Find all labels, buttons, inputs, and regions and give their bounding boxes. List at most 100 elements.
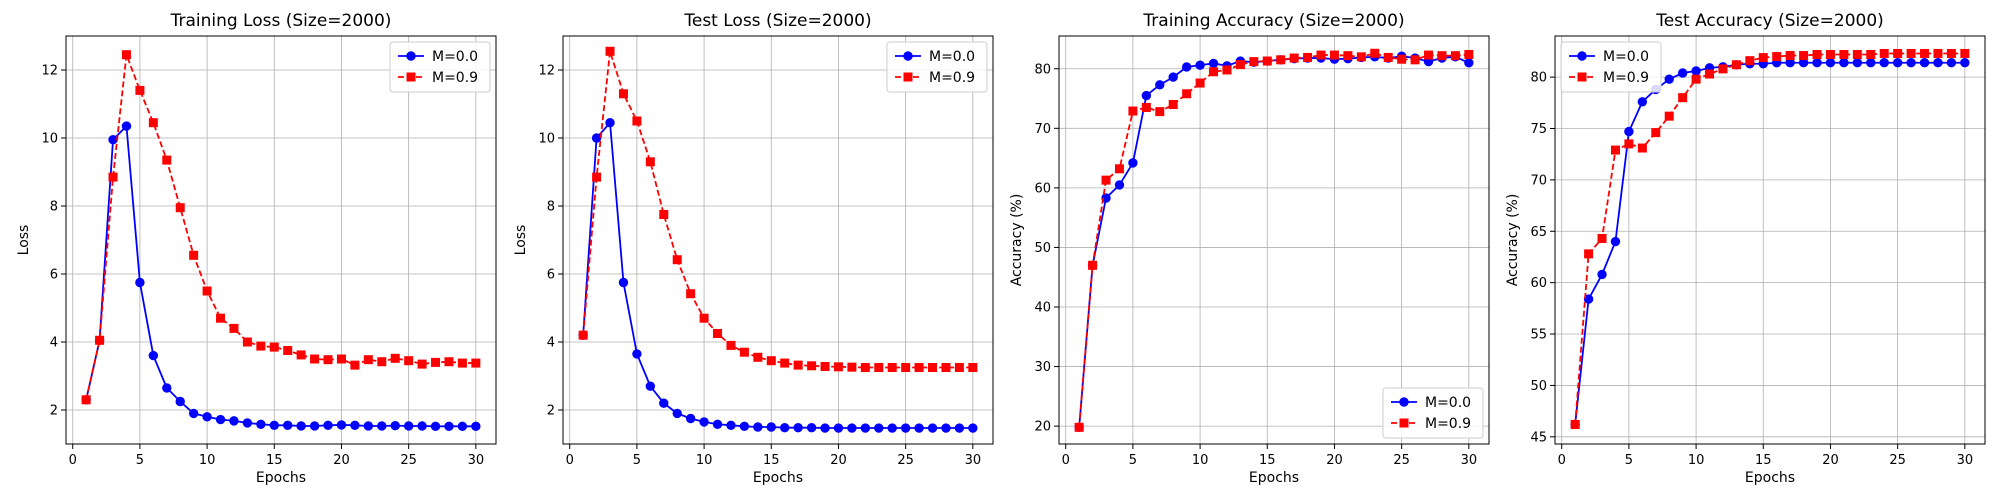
y-tick-label: 10 — [538, 132, 555, 147]
data-point — [202, 286, 212, 296]
data-point — [874, 423, 884, 433]
y-tick-label: 6 — [50, 268, 58, 283]
data-point — [605, 46, 615, 56]
data-point — [390, 420, 400, 431]
chart-title: Test Accuracy (Size=2000) — [1655, 11, 1884, 31]
data-point — [1610, 145, 1620, 155]
y-tick-label: 50 — [1034, 241, 1051, 256]
data-point — [444, 357, 454, 367]
legend-marker — [1577, 51, 1587, 61]
data-point — [1276, 55, 1286, 65]
data-point — [390, 353, 400, 363]
data-point — [1181, 62, 1192, 72]
data-point — [323, 355, 333, 365]
data-point — [954, 423, 965, 433]
data-point — [121, 50, 131, 60]
data-point — [363, 421, 374, 431]
x-tick-label: 5 — [1129, 453, 1137, 468]
data-point — [1839, 49, 1849, 59]
data-point — [1424, 50, 1434, 60]
data-point — [1155, 80, 1165, 90]
data-point — [1825, 58, 1836, 68]
data-point — [1114, 180, 1125, 190]
plot-frame — [65, 35, 497, 445]
data-point — [1249, 57, 1259, 67]
data-point — [1329, 50, 1339, 60]
chart-title: Test Loss (Size=2000) — [683, 11, 871, 31]
data-point — [296, 350, 306, 360]
y-tick-label: 65 — [1530, 225, 1547, 240]
x-tick-label: 15 — [1259, 453, 1276, 468]
x-tick-label: 25 — [400, 453, 417, 468]
x-tick-label: 20 — [1822, 453, 1839, 468]
data-point — [1933, 48, 1943, 58]
data-point — [1101, 193, 1111, 203]
data-point — [793, 360, 803, 370]
data-point — [847, 423, 857, 433]
data-point — [753, 422, 763, 432]
data-point — [887, 363, 897, 372]
data-point — [780, 422, 790, 433]
x-tick-label: 25 — [1889, 453, 1906, 468]
data-point — [927, 423, 938, 433]
data-point — [1705, 69, 1715, 79]
data-point — [1597, 269, 1607, 280]
data-point — [726, 340, 736, 350]
legend-label: M=0.9 — [1603, 70, 1649, 86]
y-tick-label: 8 — [50, 200, 58, 215]
data-point — [1074, 422, 1084, 432]
x-tick-label: 30 — [1957, 453, 1974, 468]
data-point — [1852, 49, 1862, 59]
data-point — [860, 363, 870, 372]
data-point — [659, 210, 669, 219]
data-point — [1570, 419, 1580, 429]
x-tick-label: 5 — [136, 453, 144, 468]
legend: M=0.0 M=0.9 — [1560, 41, 1662, 93]
data-point — [336, 354, 346, 364]
data-point — [1678, 93, 1688, 103]
data-point — [726, 420, 736, 430]
data-point — [618, 277, 629, 288]
legend-marker — [903, 51, 913, 61]
data-point — [229, 323, 239, 333]
y-axis-label: Loss — [513, 225, 529, 256]
data-point — [1691, 74, 1701, 84]
data-point — [1799, 51, 1809, 61]
data-point — [820, 423, 830, 433]
x-tick-label: 5 — [633, 453, 641, 468]
legend-label: M=0.0 — [929, 49, 975, 65]
legend-label: M=0.0 — [1425, 395, 1471, 411]
plot-frame — [1554, 35, 1986, 445]
data-point — [954, 363, 964, 372]
data-point — [833, 362, 843, 372]
data-point — [1906, 48, 1916, 58]
data-point — [1664, 74, 1674, 84]
data-point — [820, 361, 830, 371]
data-point — [860, 423, 871, 433]
data-point — [578, 330, 588, 340]
data-point — [457, 421, 468, 432]
data-point — [793, 422, 803, 433]
x-tick-label: 0 — [1558, 453, 1566, 468]
x-tick-label: 20 — [333, 453, 350, 468]
data-point — [1906, 58, 1916, 68]
data-point — [901, 363, 911, 372]
data-point — [242, 337, 252, 347]
data-point — [1597, 233, 1607, 243]
data-point — [1879, 58, 1889, 68]
data-point — [1141, 90, 1152, 101]
data-point — [108, 135, 118, 145]
data-point — [162, 155, 172, 165]
legend-marker — [1399, 418, 1409, 428]
data-point — [108, 172, 118, 182]
data-point — [1195, 78, 1205, 88]
legend-marker — [406, 51, 416, 61]
legend-label: M=0.9 — [432, 70, 478, 86]
data-point — [592, 172, 602, 182]
series-line-M=0.9 — [85, 54, 476, 400]
data-point — [283, 346, 293, 355]
data-point — [377, 357, 387, 367]
data-point — [363, 355, 373, 365]
data-point — [780, 358, 790, 368]
chart-panel-3: 0 5 10 15 20 25 30 20 30 40 50 60 70 80 Training Accur… — [1009, 11, 1490, 486]
